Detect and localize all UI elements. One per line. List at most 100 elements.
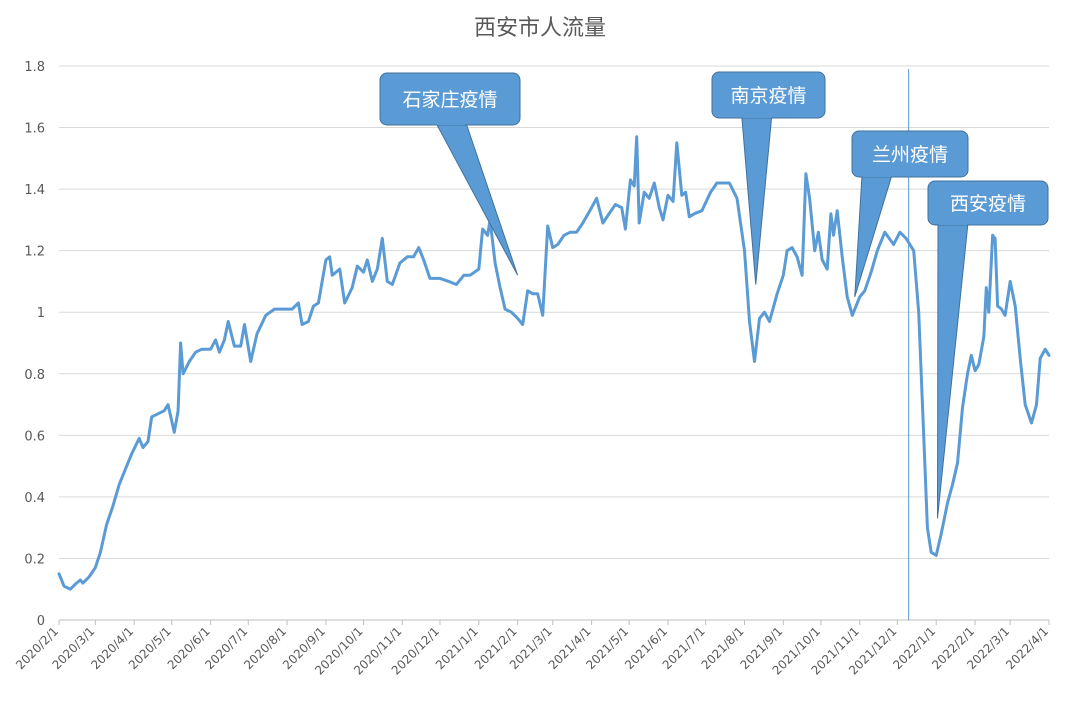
data-point: [927, 527, 928, 528]
data-point: [630, 179, 631, 180]
data-point: [298, 303, 299, 304]
data-point: [884, 232, 885, 233]
data-point: [532, 293, 533, 294]
data-point: [440, 278, 441, 279]
data-point: [339, 269, 340, 270]
callout-box: [851, 130, 969, 178]
callout-label: 南京疫情: [730, 85, 806, 107]
data-point: [487, 235, 488, 236]
data-point: [537, 293, 538, 294]
data-point: [797, 256, 798, 257]
data-point: [809, 198, 810, 199]
y-tick-label: 0.2: [24, 552, 45, 567]
data-point: [234, 346, 235, 347]
data-point: [139, 438, 140, 439]
data-point: [918, 312, 919, 313]
callout-label: 兰州疫情: [872, 144, 948, 166]
data-point: [112, 506, 113, 507]
data-point: [852, 315, 853, 316]
data-point: [367, 259, 368, 260]
data-point: [552, 247, 553, 248]
data-point: [228, 321, 229, 322]
data-point: [511, 312, 512, 313]
data-point: [522, 324, 523, 325]
data-point: [634, 186, 635, 187]
data-point: [649, 198, 650, 199]
y-tick-label: 0.4: [24, 491, 45, 506]
data-point: [495, 263, 496, 264]
data-point: [1036, 404, 1037, 405]
data-point: [178, 410, 179, 411]
data-point: [777, 293, 778, 294]
data-point: [224, 339, 225, 340]
data-point: [257, 333, 258, 334]
data-point: [64, 586, 65, 587]
data-point: [201, 349, 202, 350]
data-point: [329, 256, 330, 257]
data-point: [676, 142, 677, 143]
data-point: [377, 269, 378, 270]
data-point: [1045, 349, 1046, 350]
data-point: [1025, 404, 1026, 405]
data-point: [802, 275, 803, 276]
data-point: [947, 503, 948, 504]
y-tick-label: 0: [37, 614, 45, 629]
data-point: [923, 435, 924, 436]
data-point: [219, 352, 220, 353]
data-point: [517, 318, 518, 319]
callout-label: 西安疫情: [950, 193, 1026, 215]
data-point: [864, 290, 865, 291]
data-point: [70, 589, 71, 590]
data-point: [244, 324, 245, 325]
data-point: [906, 238, 907, 239]
data-point: [189, 361, 190, 362]
callout-box: [927, 180, 1049, 226]
data-point: [308, 321, 309, 322]
data-point: [1010, 281, 1011, 282]
data-point: [636, 136, 637, 137]
data-point: [274, 309, 275, 310]
data-point: [240, 346, 241, 347]
data-point: [95, 567, 96, 568]
data-point: [893, 244, 894, 245]
data-point: [151, 416, 152, 417]
y-tick-label: 1.8: [24, 60, 45, 75]
data-point: [125, 469, 126, 470]
data-point: [363, 272, 364, 273]
data-point: [429, 278, 430, 279]
data-point: [769, 321, 770, 322]
data-point: [941, 533, 942, 534]
data-point: [570, 232, 571, 233]
data-point: [1040, 358, 1041, 359]
data-point: [106, 524, 107, 525]
data-point: [962, 407, 963, 408]
data-point: [352, 287, 353, 288]
data-point: [325, 259, 326, 260]
chart-title: 西安市人流量: [473, 16, 606, 41]
data-point: [344, 303, 345, 304]
data-point: [759, 318, 760, 319]
data-point: [564, 235, 565, 236]
data-point: [744, 250, 745, 251]
data-point: [659, 207, 660, 208]
data-point: [158, 413, 159, 414]
data-point: [313, 306, 314, 307]
data-point: [689, 216, 690, 217]
data-point: [557, 244, 558, 245]
data-point: [957, 463, 958, 464]
data-point: [164, 410, 165, 411]
callout-pointer: [435, 122, 519, 276]
data-point: [615, 204, 616, 205]
data-point: [478, 269, 479, 270]
data-point: [936, 555, 937, 556]
data-point: [463, 275, 464, 276]
data-point: [967, 373, 968, 374]
y-tick-label: 1.4: [24, 183, 45, 198]
data-point: [975, 370, 976, 371]
data-point: [392, 284, 393, 285]
data-point: [591, 207, 592, 208]
data-point: [871, 272, 872, 273]
data-point: [332, 275, 333, 276]
data-point: [1005, 315, 1006, 316]
